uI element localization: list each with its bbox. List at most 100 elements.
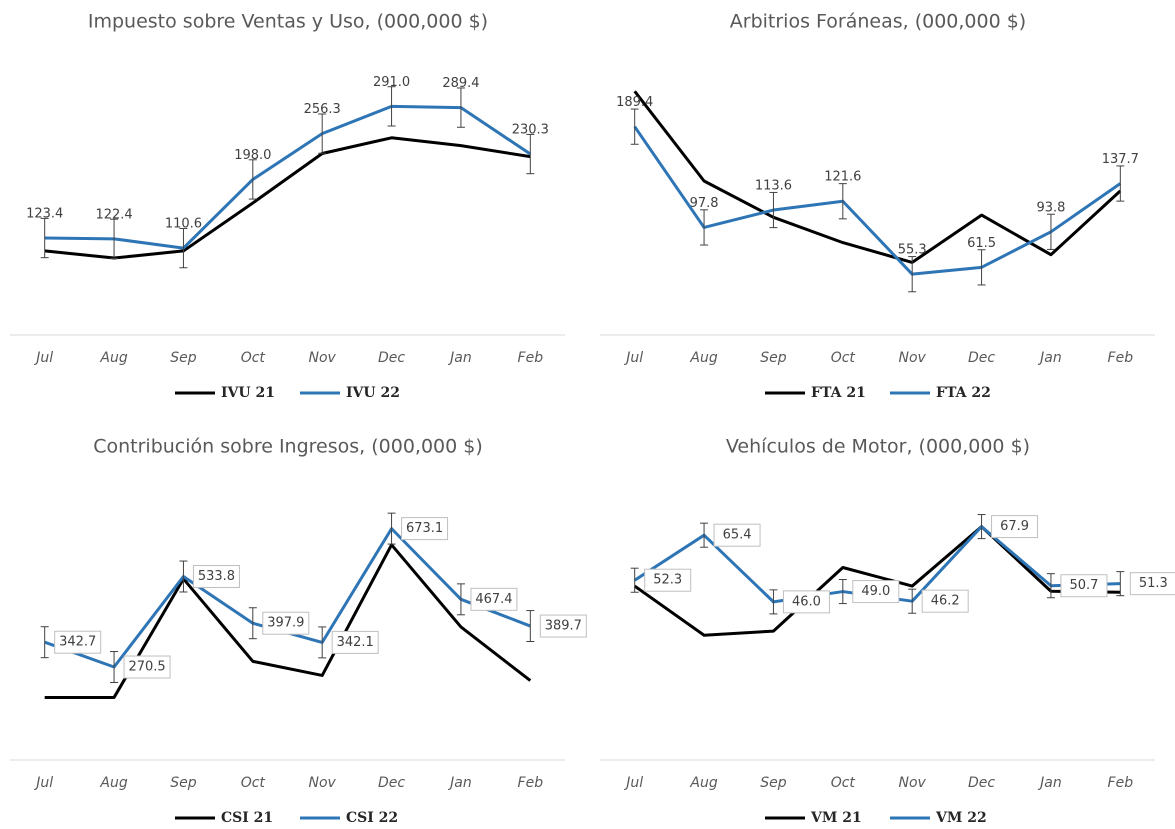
- data-label-box: [331, 630, 379, 654]
- data-label: 51.3: [1139, 576, 1168, 591]
- data-label: 113.6: [755, 179, 792, 194]
- x-tick-label: Sep: [760, 775, 787, 791]
- series-line: [44, 104, 532, 250]
- chart-panel: Vehículos de Motor, (000,000 $) Jul Aug Sep…: [600, 436, 1175, 826]
- data-label-box: [54, 630, 102, 654]
- x-tick-label: Aug: [99, 350, 127, 366]
- data-label: 189.4: [616, 95, 653, 110]
- x-tick-label: Jan: [1037, 350, 1062, 366]
- x-tick-label: Nov: [899, 350, 927, 366]
- data-label: 230.3: [512, 123, 549, 138]
- series-line: [44, 527, 531, 669]
- data-label: 121.6: [824, 170, 861, 185]
- data-label: 397.9: [267, 616, 304, 631]
- data-label-box: [539, 614, 587, 638]
- x-tick-label: Jan: [1037, 775, 1062, 791]
- data-label-box: [713, 523, 761, 547]
- data-label: 467.4: [475, 592, 512, 607]
- chart-title: Contribución sobre Ingresos, (000,000 $): [93, 436, 483, 458]
- x-tick-label: Oct: [241, 775, 266, 791]
- series-line: [44, 136, 531, 260]
- data-label: 533.8: [198, 569, 235, 584]
- x-tick-label: Feb: [518, 350, 544, 366]
- x-tick-label: Jul: [623, 775, 643, 791]
- data-label: 61.5: [967, 236, 996, 251]
- x-tick-label: Sep: [170, 775, 197, 791]
- chart-panel: Impuesto sobre Ventas y Uso, (000,000 $)…: [10, 11, 565, 401]
- x-tick-label: Jul: [33, 775, 53, 791]
- legend-label: IVU 22: [346, 385, 400, 401]
- series-line: [633, 525, 1121, 637]
- chart-title: Impuesto sobre Ventas y Uso, (000,000 $): [88, 11, 488, 33]
- data-label: 46.0: [792, 594, 821, 609]
- data-label: 93.8: [1036, 200, 1065, 215]
- data-label: 270.5: [128, 660, 165, 675]
- x-tick-label: Feb: [1108, 350, 1134, 366]
- x-tick-label: Dec: [378, 775, 405, 791]
- data-label: 52.3: [653, 573, 682, 588]
- x-tick-label: Dec: [378, 350, 405, 366]
- chart-title: Arbitrios Foráneas, (000,000 $): [730, 11, 1026, 33]
- x-tick-label: Oct: [831, 350, 856, 366]
- data-label-box: [991, 515, 1039, 539]
- x-tick-label: Dec: [968, 350, 995, 366]
- x-tick-label: Sep: [170, 350, 197, 366]
- chart-panel: Arbitrios Foráneas, (000,000 $) Jul Aug Sep…: [600, 11, 1155, 401]
- data-label-box: [262, 611, 310, 635]
- legend-label: VM 21: [810, 810, 862, 826]
- x-tick-label: Nov: [309, 350, 337, 366]
- data-label-box: [401, 517, 449, 541]
- x-tick-label: Sep: [760, 350, 787, 366]
- data-label-box: [921, 589, 969, 613]
- data-label: 110.6: [165, 217, 202, 232]
- series-line: [633, 125, 1122, 276]
- data-label: 342.7: [59, 635, 96, 650]
- data-label: 673.1: [406, 521, 443, 536]
- data-label-box: [1060, 574, 1108, 598]
- x-tick-label: Jul: [33, 350, 53, 366]
- data-label-box: [782, 590, 830, 614]
- data-label-box: [192, 565, 240, 589]
- data-label: 50.7: [1069, 578, 1098, 593]
- x-tick-label: Aug: [689, 350, 717, 366]
- legend-label: VM 22: [935, 810, 987, 826]
- data-label: 123.4: [26, 207, 63, 222]
- series-line: [633, 90, 1122, 264]
- data-label-box: [644, 568, 692, 592]
- x-tick-label: Oct: [241, 350, 266, 366]
- x-tick-label: Jan: [447, 775, 472, 791]
- chart-panel: Contribución sobre Ingresos, (000,000 $)…: [10, 436, 587, 826]
- x-tick-label: Feb: [1108, 775, 1134, 791]
- x-tick-label: Nov: [309, 775, 337, 791]
- x-tick-label: Jan: [447, 350, 472, 366]
- data-label: 97.8: [690, 196, 719, 211]
- legend-label: CSI 22: [346, 810, 398, 826]
- data-label-box: [470, 587, 518, 611]
- legend-label: CSI 21: [221, 810, 273, 826]
- x-tick-label: Nov: [899, 775, 927, 791]
- data-label: 256.3: [304, 102, 341, 117]
- data-label: 67.9: [1000, 519, 1029, 534]
- data-label: 291.0: [373, 75, 410, 90]
- x-tick-label: Aug: [99, 775, 127, 791]
- chart-title: Vehículos de Motor, (000,000 $): [726, 436, 1030, 458]
- data-label: 65.4: [723, 528, 752, 543]
- x-tick-label: Aug: [689, 775, 717, 791]
- legend-label: FTA 22: [936, 385, 991, 401]
- data-label: 289.4: [442, 76, 479, 91]
- x-tick-label: Jul: [623, 350, 643, 366]
- data-label-box: [123, 655, 171, 679]
- x-tick-label: Oct: [831, 775, 856, 791]
- data-label: 198.0: [234, 148, 271, 163]
- data-label: 49.0: [861, 584, 890, 599]
- data-label: 55.3: [898, 243, 927, 258]
- data-label: 122.4: [95, 207, 132, 222]
- legend-label: FTA 21: [811, 385, 866, 401]
- x-tick-label: Feb: [518, 775, 544, 791]
- data-label: 46.2: [931, 594, 960, 609]
- data-label-box: [1129, 572, 1175, 596]
- legend-label: IVU 21: [221, 385, 275, 401]
- data-label-box: [852, 580, 900, 604]
- x-tick-label: Dec: [968, 775, 995, 791]
